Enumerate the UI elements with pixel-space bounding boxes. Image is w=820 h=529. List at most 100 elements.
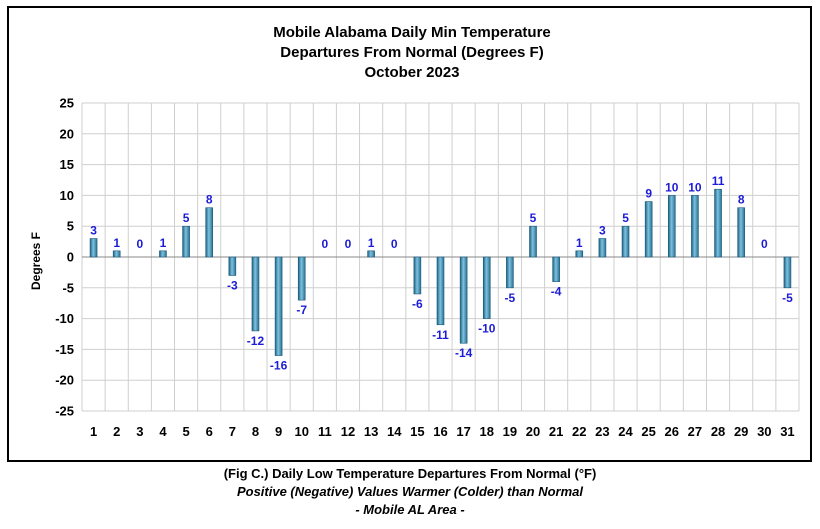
data-label-day-19: -5 [505,291,516,305]
bar-day-18 [482,256,491,319]
y-tick-label: -25 [55,404,74,419]
bar-day-13 [367,250,375,258]
x-tick-label: 1 [90,424,97,439]
x-tick-label: 20 [526,424,540,439]
y-tick-label: 10 [60,188,74,203]
data-label-day-25: 9 [645,187,652,201]
x-tick-label: 23 [595,424,609,439]
x-tick-label: 25 [641,424,655,439]
data-label-day-7: -3 [227,278,238,292]
x-tick-label: 12 [341,424,355,439]
y-tick-label: -5 [62,280,74,295]
caption-line-2: Positive (Negative) Values Warmer (Colde… [236,484,584,499]
x-tick-label: 29 [734,424,748,439]
x-tick-label: 27 [688,424,702,439]
x-tick-label: 19 [503,424,517,439]
data-label-day-15: -6 [412,297,423,311]
y-tick-labels: 25 20 15 10 5 0 -5 -10 -15 -20 -25 [55,96,74,419]
data-label-day-24: 5 [622,211,629,225]
x-tick-label: 16 [433,424,447,439]
data-label-day-10: -7 [296,303,307,317]
bar-day-27 [691,195,699,258]
data-label-day-27: 10 [688,180,702,194]
x-tick-label: 24 [618,424,633,439]
bar-day-24 [621,225,630,258]
bar-day-28 [714,188,722,258]
data-label-day-8: -12 [247,334,265,348]
x-tick-label: 28 [711,424,725,439]
bar-day-2 [112,250,121,258]
y-tick-label: 15 [60,157,74,172]
data-label-day-16: -11 [432,328,449,342]
chart-title-line-2: Departures From Normal (Degrees F) [280,44,543,61]
grid-lines [81,102,800,412]
bar-day-31 [783,256,792,289]
y-tick-label: -10 [55,311,74,326]
data-label-day-18: -10 [478,322,496,336]
data-label-day-1: 3 [90,224,97,238]
data-label-day-12: 0 [345,237,352,251]
x-tick-labels: 1 2 3 4 5 6 7 8 9 10 11 12 13 14 15 16 17 18 19 20 21 22 23 24 2… [90,424,795,439]
bar-day-16 [436,256,445,326]
y-tick-label: 20 [60,126,74,141]
x-tick-label: 2 [113,424,120,439]
x-tick-label: 7 [229,424,236,439]
y-tick-label: 0 [67,250,74,265]
x-tick-label: 9 [275,424,282,439]
data-label-day-9: -16 [270,359,288,373]
data-label-day-20: 5 [530,211,537,225]
x-tick-label: 6 [206,424,213,439]
bars [89,188,792,356]
y-axis-label: Degrees F [29,232,43,290]
x-tick-label: 30 [757,424,771,439]
x-tick-label: 5 [182,424,189,439]
bar-day-29 [737,207,745,258]
y-tick-label: -15 [55,342,74,357]
data-label-day-2: 1 [113,236,120,250]
bar-day-22 [575,250,584,258]
chart-title: Mobile Alabama Daily Min Temperature Depa… [273,24,551,81]
data-label-day-6: 8 [206,193,213,207]
data-label-day-28: 11 [712,174,725,188]
x-tick-label: 15 [410,424,424,439]
y-tick-label: -20 [55,373,74,388]
caption-line-3: - Mobile AL Area - [355,502,465,517]
x-tick-label: 8 [252,424,259,439]
x-tick-label: 21 [549,424,563,439]
data-label-day-29: 8 [738,193,745,207]
data-label-day-17: -14 [455,346,473,360]
x-tick-label: 17 [456,424,470,439]
data-label-day-3: 0 [136,237,143,251]
bar-day-1 [89,238,98,258]
chart: Mobile Alabama Daily Min Temperature Depa… [29,24,800,439]
data-label-day-23: 3 [599,224,606,238]
bar-day-6 [205,207,214,258]
chart-frame: Mobile Alabama Daily Min Temperature Depa… [7,6,812,462]
x-tick-label: 26 [665,424,679,439]
bar-day-10 [297,256,306,301]
bar-day-9 [274,256,283,356]
x-tick-label: 31 [780,424,794,439]
bar-day-4 [159,250,167,258]
bar-day-21 [552,256,560,282]
data-label-day-4: 1 [160,236,167,250]
data-label-day-22: 1 [576,236,583,250]
bar-day-17 [459,256,468,344]
bar-day-25 [644,201,653,258]
chart-title-line-1: Mobile Alabama Daily Min Temperature [273,24,551,41]
data-label-day-13: 1 [368,236,375,250]
data-label-day-21: -4 [551,285,562,299]
x-tick-label: 3 [136,424,143,439]
x-tick-label: 22 [572,424,586,439]
data-label-day-14: 0 [391,237,398,251]
x-tick-label: 11 [318,424,332,439]
data-label-day-26: 10 [665,180,679,194]
data-label-day-31: -5 [782,291,793,305]
data-label-day-11: 0 [322,237,329,251]
x-tick-label: 10 [294,424,308,439]
bar-day-23 [598,238,607,258]
bar-day-7 [228,256,237,276]
x-tick-label: 13 [364,424,378,439]
data-label-day-30: 0 [761,237,768,251]
x-tick-label: 4 [159,424,167,439]
